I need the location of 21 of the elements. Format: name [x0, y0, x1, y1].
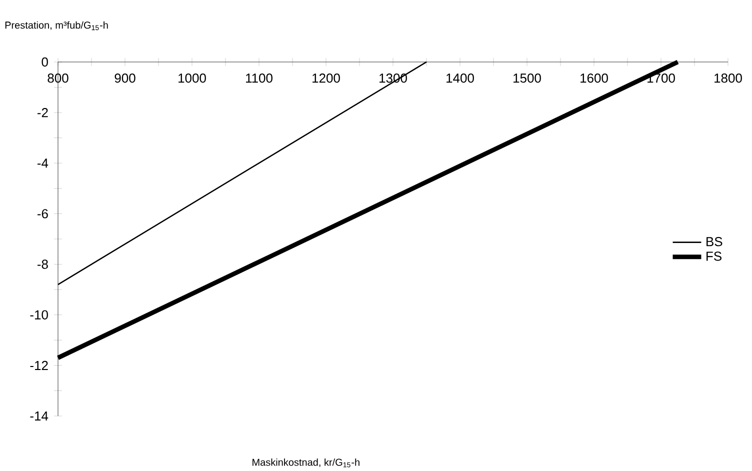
- x-tick-label: 900: [114, 74, 136, 83]
- y-tick-label: -6: [37, 209, 48, 218]
- legend-label: BS: [706, 237, 722, 246]
- x-tick-label: 1100: [246, 74, 272, 83]
- y-tick-label: 0: [42, 58, 48, 67]
- x-tick-label: 1400: [446, 74, 474, 83]
- x-tick-label: 1600: [580, 74, 608, 83]
- y-tick-label: -10: [30, 310, 48, 320]
- x-tick-label: 1500: [514, 74, 541, 83]
- y-tick-label: -2: [37, 108, 48, 118]
- y-tick-label: -4: [37, 158, 48, 168]
- x-tick-label: 1200: [312, 74, 340, 83]
- y-tick-label: -8: [37, 260, 48, 270]
- y-tick-label: -14: [30, 412, 48, 421]
- legend-label: FS: [706, 252, 722, 261]
- x-tick-label: 1800: [714, 74, 742, 83]
- x-tick-label: 800: [48, 74, 68, 83]
- y-tick-label: -12: [30, 361, 48, 370]
- x-axis-title: Maskinkostnad, kr/G$_{15}$-h: [252, 458, 360, 468]
- y-axis-title: Prestation, m³fub/G$_{15}$-h: [5, 22, 108, 30]
- x-tick-label: 1000: [178, 74, 206, 83]
